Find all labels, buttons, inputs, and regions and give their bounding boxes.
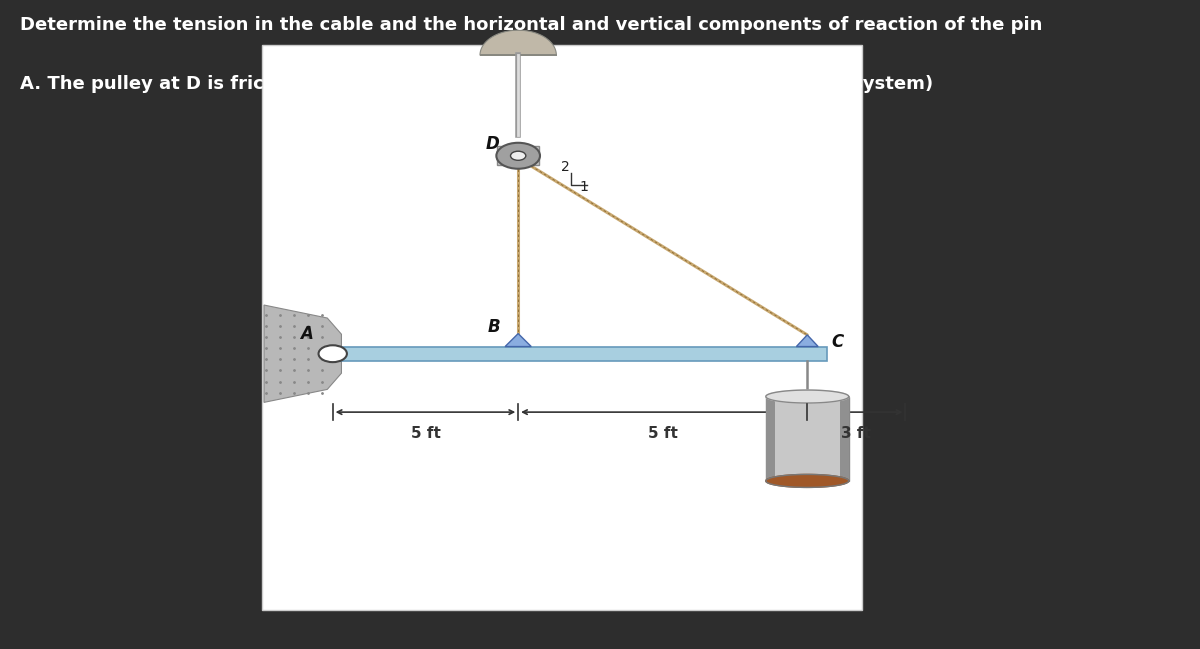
- Text: B: B: [487, 318, 500, 336]
- Polygon shape: [840, 397, 848, 481]
- Text: D: D: [486, 135, 499, 153]
- Circle shape: [318, 345, 347, 362]
- Polygon shape: [797, 335, 818, 347]
- Polygon shape: [498, 146, 539, 165]
- Polygon shape: [264, 305, 342, 402]
- Text: 2: 2: [560, 160, 570, 174]
- FancyBboxPatch shape: [262, 45, 862, 610]
- Text: 3 ft: 3 ft: [841, 426, 871, 441]
- Circle shape: [497, 143, 540, 169]
- Text: A: A: [300, 325, 313, 343]
- Circle shape: [510, 151, 526, 160]
- Text: C: C: [832, 333, 844, 351]
- Text: 1: 1: [580, 180, 588, 195]
- Polygon shape: [328, 347, 827, 361]
- Polygon shape: [766, 390, 848, 403]
- Polygon shape: [480, 31, 557, 55]
- Text: 5 ft: 5 ft: [648, 426, 678, 441]
- Polygon shape: [766, 397, 774, 481]
- Text: Determine the tension in the cable and the horizontal and vertical components of: Determine the tension in the cable and t…: [19, 16, 1042, 34]
- Text: 5 ft: 5 ft: [410, 426, 440, 441]
- Polygon shape: [766, 397, 848, 481]
- Polygon shape: [505, 334, 532, 347]
- Text: A. The pulley at D is frictionless and the cylinder weighs 80 N. (answers in met: A. The pulley at D is frictionless and t…: [19, 75, 932, 93]
- Polygon shape: [766, 474, 848, 487]
